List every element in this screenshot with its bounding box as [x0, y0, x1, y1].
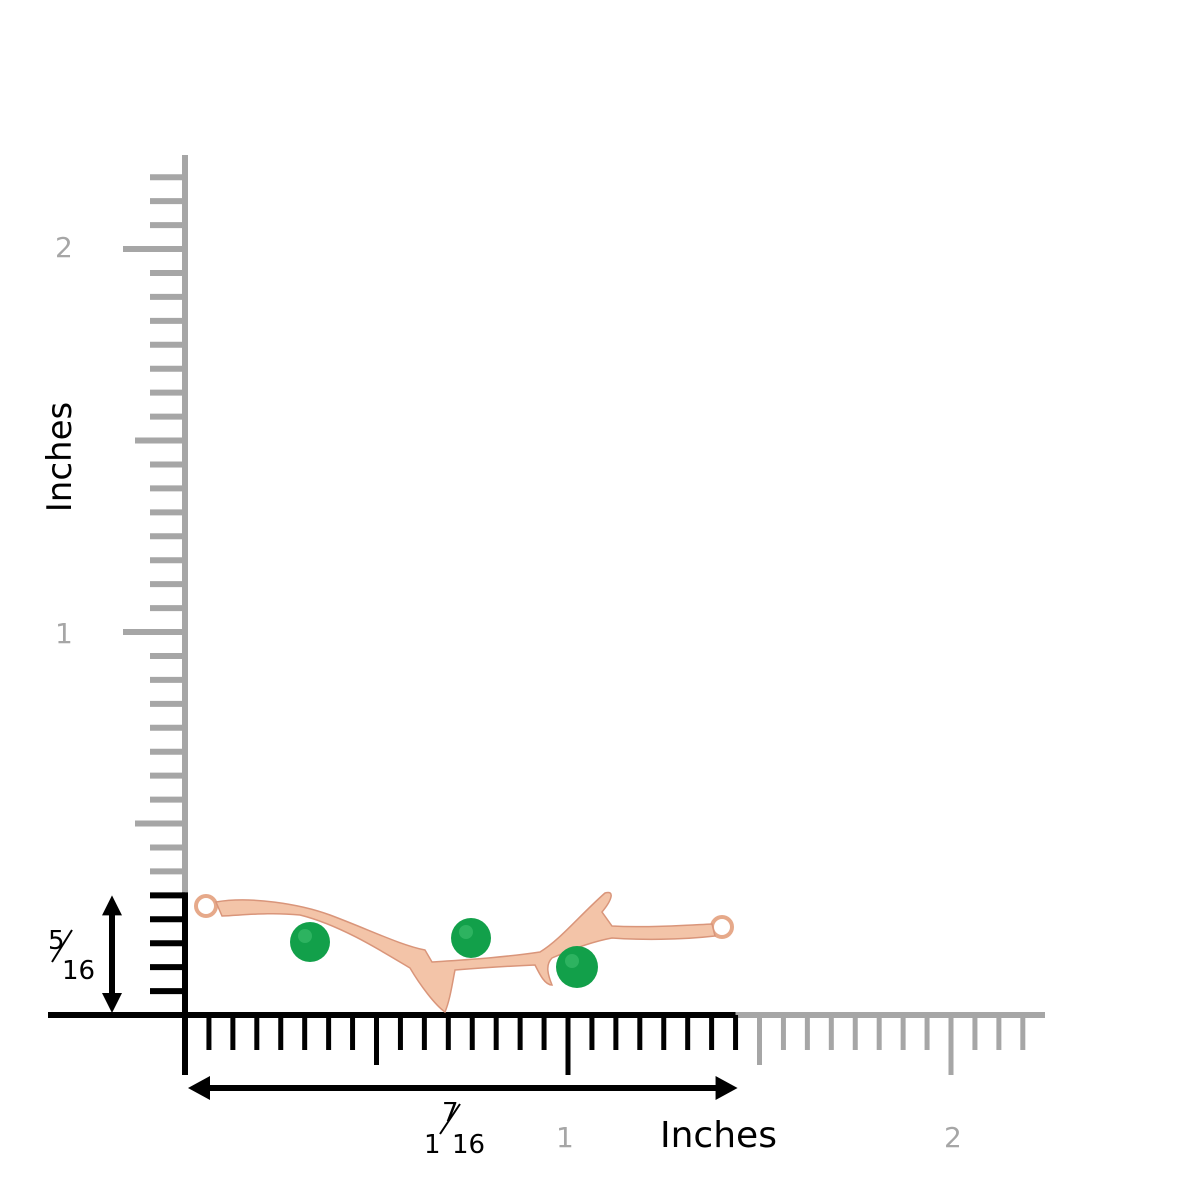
vertical-axis-label: Inches — [40, 401, 80, 513]
height-fraction-slash — [51, 929, 73, 963]
horizontal-axis-label: Inches — [660, 1115, 777, 1156]
arrow-up-icon — [102, 895, 122, 916]
width-whole: 1 — [424, 1130, 441, 1160]
width-fraction-slash — [439, 1103, 461, 1135]
height-denominator: 16 — [62, 956, 96, 986]
branch-bar — [194, 891, 734, 1014]
width-denominator: 16 — [452, 1130, 486, 1160]
emerald-stone — [451, 918, 491, 958]
vertical-tick-label-1: 1 — [55, 617, 73, 650]
horizontal-tick-label-2: 2 — [944, 1121, 962, 1154]
arrow-left-icon — [188, 1076, 210, 1100]
arrow-right-icon — [715, 1076, 738, 1100]
horizontal-tick-label-1: 1 — [556, 1121, 574, 1154]
width-numerator: 7 — [442, 1098, 459, 1128]
height-numerator: 5 — [48, 926, 65, 956]
emerald-stone — [556, 946, 598, 988]
emerald-stone — [290, 922, 330, 962]
arrow-down-icon — [102, 993, 122, 1013]
vertical-tick-label-2: 2 — [55, 231, 73, 264]
